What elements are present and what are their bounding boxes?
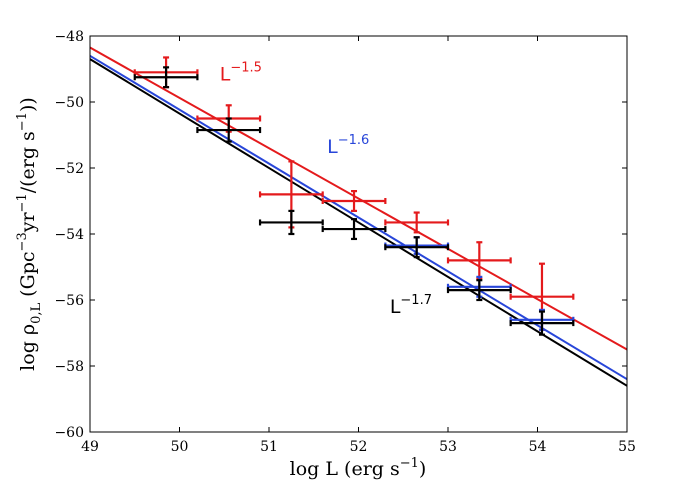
black-data-point: [321, 218, 387, 241]
x-tick-label: 49: [81, 439, 99, 455]
x-tick-label: 51: [260, 439, 278, 455]
black-data-point: [509, 310, 575, 336]
y-tick-label: −50: [54, 95, 84, 111]
y-tick-label: −58: [54, 359, 84, 375]
plot-area: [90, 36, 627, 432]
x-axis: 49 50 51 52 53 54 55: [81, 36, 636, 455]
black-data-point: [258, 209, 324, 236]
red-data-point: [384, 211, 450, 234]
blue-slope-label: L−1.6: [327, 133, 369, 158]
y-tick-label: −52: [54, 161, 84, 177]
red-data-point: [321, 190, 387, 212]
y-axis-title: log ρ0,L (Gpc−3yr−1/(erg s−1)): [15, 97, 44, 371]
x-tick-label: 55: [618, 439, 636, 455]
x-tick-label: 53: [439, 439, 457, 455]
x-tick-label: 52: [350, 439, 368, 455]
x-axis-title: log L (erg s−1): [290, 456, 427, 480]
slope-annotations: L−1.5 L−1.6 L−1.7: [220, 61, 432, 319]
red-data-point: [446, 241, 512, 280]
x-tick-label: 50: [171, 439, 189, 455]
blue-fit-line: [89, 54, 628, 381]
y-axis: −48 −50 −52 −54 −56 −58 −60: [54, 29, 627, 441]
y-tick-label: −56: [54, 293, 84, 309]
error-bars: [133, 56, 575, 336]
y-tick-label: −60: [54, 425, 84, 441]
red-slope-label: L−1.5: [220, 61, 262, 86]
red-fit-line: [89, 46, 628, 351]
x-tick-label: 54: [529, 439, 547, 455]
y-tick-label: −54: [54, 227, 84, 243]
black-slope-label: L−1.7: [390, 293, 432, 318]
black-fit-line: [89, 58, 628, 387]
fit-lines: [89, 46, 628, 387]
black-data-point: [196, 117, 262, 143]
black-data-point: [384, 236, 450, 259]
black-data-point: [446, 279, 512, 302]
black-data-point: [133, 66, 199, 89]
y-tick-label: −48: [54, 29, 84, 45]
